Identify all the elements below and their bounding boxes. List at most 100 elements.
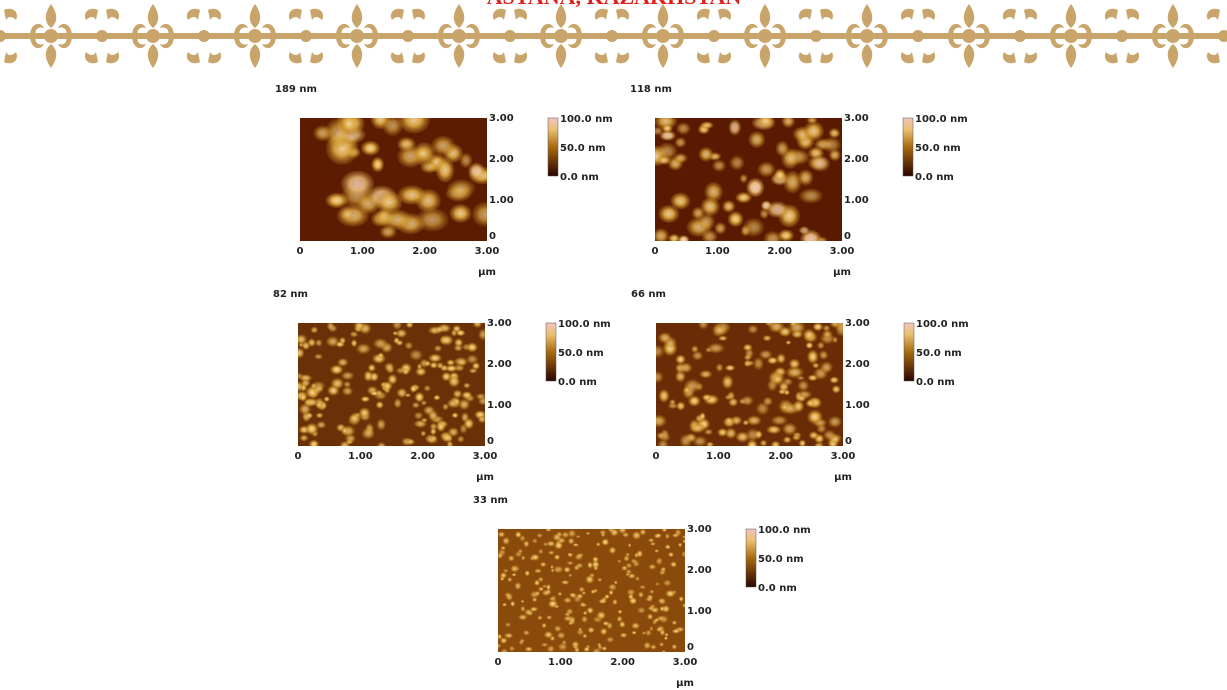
grain xyxy=(700,121,714,129)
grain xyxy=(542,584,548,588)
colorbar-label: 50.0 nm xyxy=(560,143,606,154)
afm-panel: 66 nm 0 1.00 2.00 3.00 0 1.00 2.00 3.00 µm 100.0 n… xyxy=(631,289,969,483)
grain xyxy=(330,364,344,375)
x-tick-label: 0 xyxy=(295,451,302,462)
grain xyxy=(429,361,438,369)
x-tick-label: 1.00 xyxy=(348,451,373,462)
grain xyxy=(656,432,665,440)
grain xyxy=(802,328,816,341)
grain xyxy=(395,329,407,338)
grain xyxy=(776,353,786,364)
colorbar-label: 100.0 nm xyxy=(560,114,613,125)
grain xyxy=(448,375,460,388)
grain xyxy=(659,606,665,612)
grain xyxy=(714,222,727,235)
y-tick-label: 1.00 xyxy=(845,400,870,411)
grain xyxy=(423,385,431,392)
grain xyxy=(585,531,591,536)
grain xyxy=(414,392,425,403)
grain xyxy=(705,347,712,353)
grain xyxy=(534,591,541,596)
grain xyxy=(637,606,646,614)
grain xyxy=(466,354,479,364)
colorbar-label: 0.0 nm xyxy=(758,583,797,594)
grain xyxy=(767,356,779,365)
grain xyxy=(519,534,526,542)
grain xyxy=(728,119,741,136)
grain xyxy=(468,368,478,374)
y-tick-label: 1.00 xyxy=(844,195,869,206)
grain xyxy=(520,555,526,561)
grain xyxy=(409,349,423,361)
grain xyxy=(369,390,380,396)
axis-unit: µm xyxy=(834,472,852,483)
grain xyxy=(606,636,615,643)
grain xyxy=(498,552,504,559)
grain xyxy=(743,218,765,237)
grain xyxy=(668,233,681,241)
grain xyxy=(451,329,458,337)
grain xyxy=(656,142,678,161)
grain xyxy=(664,544,671,550)
grain xyxy=(682,539,685,544)
grain xyxy=(621,565,628,571)
grain xyxy=(698,213,715,231)
grain xyxy=(807,374,818,382)
grain xyxy=(601,533,606,537)
grain xyxy=(445,364,458,372)
grain xyxy=(608,583,617,591)
grain xyxy=(771,415,788,426)
grain xyxy=(298,347,305,359)
grain xyxy=(459,152,473,168)
afm-image xyxy=(656,323,843,446)
grain xyxy=(815,236,828,241)
grain xyxy=(748,131,766,149)
grain xyxy=(404,341,413,350)
grain xyxy=(650,644,657,650)
grain xyxy=(455,329,466,337)
grain xyxy=(587,561,593,569)
grain xyxy=(759,439,768,446)
grain xyxy=(728,397,739,407)
grain xyxy=(534,568,542,574)
y-tick-label: 0 xyxy=(489,231,496,242)
grain xyxy=(816,423,827,434)
grain xyxy=(664,632,669,637)
grain xyxy=(635,576,640,582)
grain xyxy=(678,596,684,602)
grain xyxy=(515,531,522,538)
grain xyxy=(451,412,459,419)
grain xyxy=(414,411,424,420)
grain xyxy=(315,412,324,419)
grain xyxy=(727,211,744,227)
afm-image xyxy=(655,118,842,241)
x-tick-label: 0 xyxy=(653,451,660,462)
grain xyxy=(675,370,686,383)
grain xyxy=(546,584,551,591)
grain xyxy=(561,580,570,585)
grain xyxy=(472,362,480,370)
colorbar-label: 50.0 nm xyxy=(915,143,961,154)
grain xyxy=(342,386,353,396)
grain xyxy=(746,439,758,446)
colorbar-label: 0.0 nm xyxy=(915,172,954,183)
grain xyxy=(546,540,556,547)
grain xyxy=(814,442,821,446)
grain xyxy=(683,386,691,394)
grain xyxy=(797,169,814,186)
panel-label: 82 nm xyxy=(273,289,308,300)
grain xyxy=(325,192,348,209)
grain xyxy=(659,628,666,636)
grain xyxy=(363,370,373,382)
y-tick-label: 0 xyxy=(687,642,694,653)
grain xyxy=(569,592,577,599)
grain xyxy=(759,349,773,360)
grain xyxy=(420,430,427,437)
grain xyxy=(376,418,386,431)
grain xyxy=(339,337,346,345)
grain xyxy=(433,345,443,352)
grain xyxy=(655,582,660,586)
grain xyxy=(343,381,351,388)
grain xyxy=(507,555,515,562)
grain xyxy=(609,546,616,555)
